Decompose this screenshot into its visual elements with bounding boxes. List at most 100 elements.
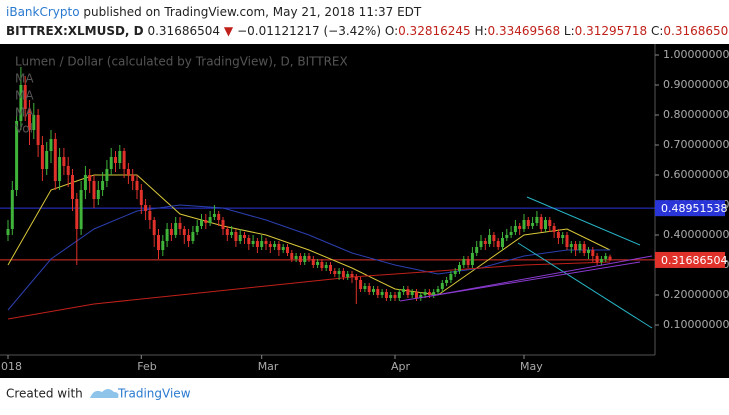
candle-body [19, 84, 23, 121]
candle-body [15, 120, 19, 190]
candle-body [453, 270, 457, 274]
plot: 0.100000000.200000000.300000000.40000000… [0, 48, 729, 373]
candle-body [440, 282, 444, 289]
candle-body [303, 255, 307, 262]
candle-body [157, 234, 160, 250]
candle-body [337, 270, 341, 274]
candle-body [316, 261, 320, 265]
candle-body [449, 273, 453, 280]
candle-body [415, 291, 418, 298]
x-tick-label: Feb [137, 360, 156, 373]
candle-body [384, 291, 388, 298]
ma-label: MA [15, 89, 34, 103]
candle-body [552, 225, 556, 232]
candle-body [152, 219, 156, 235]
candle-body [436, 288, 440, 292]
candle-body [212, 213, 216, 217]
candle-body [539, 216, 543, 229]
candle-body [501, 237, 504, 247]
candle-body [329, 264, 332, 271]
candle-body [423, 291, 427, 295]
ma-label: MA [15, 106, 34, 120]
candle-body [359, 279, 363, 289]
l: 0.31295718 [575, 24, 648, 38]
channel-upper [526, 196, 641, 246]
candle-body [569, 243, 573, 247]
candle-body [182, 228, 186, 235]
candle-body [526, 219, 530, 226]
candle-body [354, 276, 358, 280]
h-label: H: [474, 24, 487, 38]
candle-body [131, 174, 135, 181]
candle-body [122, 150, 126, 169]
candle-body [496, 240, 500, 247]
footer-brand[interactable]: TradingView [117, 387, 191, 401]
x-tick-label: 2018 [0, 360, 22, 373]
candle-body [28, 108, 31, 130]
moving-average [7, 204, 610, 311]
candle-body [208, 216, 212, 223]
arrow: ▼ [224, 24, 234, 38]
candle-body [307, 255, 311, 259]
h: 0.33469568 [488, 24, 561, 38]
candle-body [470, 252, 474, 265]
candle-body [247, 237, 251, 244]
candle-body [466, 258, 470, 265]
candle-body [101, 180, 105, 190]
candle-body [40, 144, 44, 169]
candle-body [165, 228, 169, 241]
candle-body [389, 294, 393, 298]
author[interactable]: iBankCrypto [6, 5, 80, 19]
candle-body [178, 222, 182, 229]
chart-title: Lumen / Dollar (calculated by TradingVie… [15, 55, 348, 69]
candle-body [10, 189, 14, 229]
candle-body [23, 84, 27, 109]
candle-body [608, 256, 612, 260]
footer-logo [90, 389, 119, 398]
candle-body [88, 174, 92, 181]
candle-body [333, 270, 337, 274]
candle-body [187, 234, 191, 241]
candle-body [277, 243, 281, 250]
candle-body [268, 243, 272, 247]
candle-body [492, 234, 496, 241]
change: −0.01121217 (−3.42%) [237, 24, 381, 38]
candle-body [83, 174, 87, 190]
candle-body [96, 189, 100, 199]
header-bg [0, 0, 729, 44]
candle-body [604, 255, 608, 259]
candle-body [294, 255, 298, 259]
candle-body [230, 231, 234, 235]
candle-body [574, 243, 578, 250]
candle-body [556, 231, 560, 238]
y-tick-label: 0.10000000 [663, 318, 729, 331]
price-tag [655, 251, 725, 268]
chart-bg [0, 44, 729, 378]
candle-body [118, 150, 122, 163]
candle-body [320, 261, 324, 268]
candle-body [251, 240, 255, 244]
candle-body [161, 240, 165, 250]
candle-body [71, 174, 74, 199]
candle-body [578, 243, 582, 250]
candle-body [311, 258, 315, 265]
candle-body [531, 222, 535, 226]
y-tick-label: 0.90000000 [663, 78, 729, 91]
candle-body [372, 288, 375, 292]
candle-body [238, 234, 242, 241]
candle-body [45, 150, 49, 169]
candle-body [346, 273, 350, 277]
candle-body [535, 216, 539, 223]
candle-body [114, 156, 117, 163]
candle-body [393, 294, 397, 298]
last: 0.31686504 [147, 24, 220, 38]
candle-body [148, 210, 152, 220]
candle-body [341, 270, 345, 277]
candle-body [406, 288, 410, 295]
candle-body [427, 291, 431, 295]
candle-body [49, 138, 53, 151]
candle-body [174, 222, 178, 235]
y-tick-label: 0.80000000 [663, 108, 729, 121]
o-label: O: [385, 24, 398, 38]
y-tick-label: 0.40000000 [663, 228, 729, 241]
